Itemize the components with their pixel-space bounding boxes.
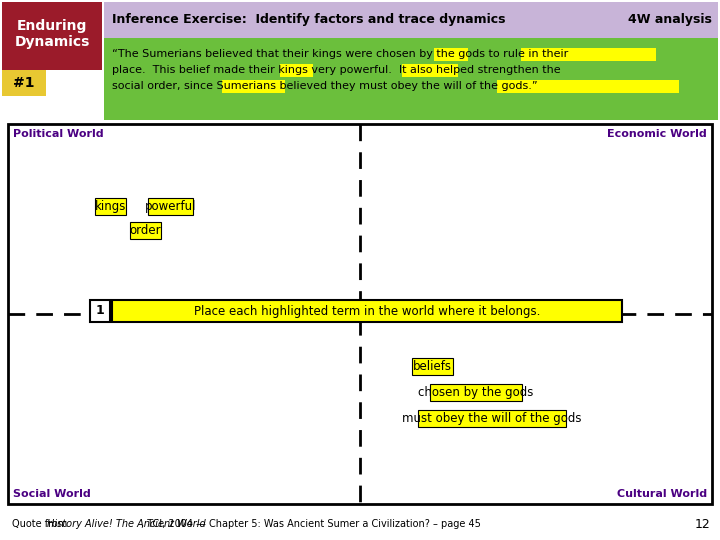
Text: Cultural World: Cultural World	[617, 489, 707, 499]
Bar	[497, 80, 679, 93]
Text: 4W analysis: 4W analysis	[628, 14, 712, 26]
Bar	[130, 222, 161, 239]
Bar	[112, 300, 622, 322]
Text: #1: #1	[13, 76, 35, 90]
Bar	[430, 384, 522, 401]
Text: Enduring
Dynamics: Enduring Dynamics	[14, 19, 90, 49]
Bar	[412, 358, 453, 375]
Bar	[104, 38, 718, 120]
Text: must obey the will of the gods: must obey the will of the gods	[402, 411, 582, 425]
Text: Inference Exercise:  Identify factors and trace dynamics: Inference Exercise: Identify factors and…	[112, 14, 505, 26]
Text: 12: 12	[694, 517, 710, 530]
Text: History Alive! The Ancient World: History Alive! The Ancient World	[48, 519, 206, 529]
Text: kings: kings	[95, 200, 127, 213]
Text: chosen by the gods: chosen by the gods	[418, 386, 534, 399]
Text: Political World: Political World	[13, 129, 104, 139]
Bar	[402, 64, 458, 77]
Text: , TCI, 2004 — Chapter 5: Was Ancient Sumer a Civilization? – page 45: , TCI, 2004 — Chapter 5: Was Ancient Sum…	[141, 519, 481, 529]
Bar	[90, 300, 110, 322]
Text: Economic World: Economic World	[607, 129, 707, 139]
Bar	[434, 48, 468, 61]
Bar	[8, 124, 712, 504]
Text: beliefs: beliefs	[413, 360, 452, 373]
Text: Place each highlighted term in the world where it belongs.: Place each highlighted term in the world…	[194, 305, 540, 318]
Bar	[104, 2, 718, 38]
Text: “The Sumerians believed that their kings were chosen by the gods to rule in thei: “The Sumerians believed that their kings…	[112, 49, 568, 59]
Text: social order, since Sumerians believed they must obey the will of the gods.”: social order, since Sumerians believed t…	[112, 81, 538, 91]
Text: place.  This belief made their kings very powerful.  It also helped strengthen t: place. This belief made their kings very…	[112, 65, 561, 75]
Bar	[418, 410, 566, 427]
Text: powerful: powerful	[145, 200, 197, 213]
Text: Social World: Social World	[13, 489, 91, 499]
Bar	[521, 48, 656, 61]
Text: Quote from: Quote from	[12, 519, 73, 529]
Bar	[95, 198, 127, 214]
Text: order: order	[130, 224, 161, 237]
Bar	[222, 80, 285, 93]
Bar	[2, 70, 46, 96]
Bar	[2, 2, 102, 70]
Bar	[280, 64, 313, 77]
Text: 1: 1	[96, 305, 104, 318]
Bar	[148, 198, 194, 214]
